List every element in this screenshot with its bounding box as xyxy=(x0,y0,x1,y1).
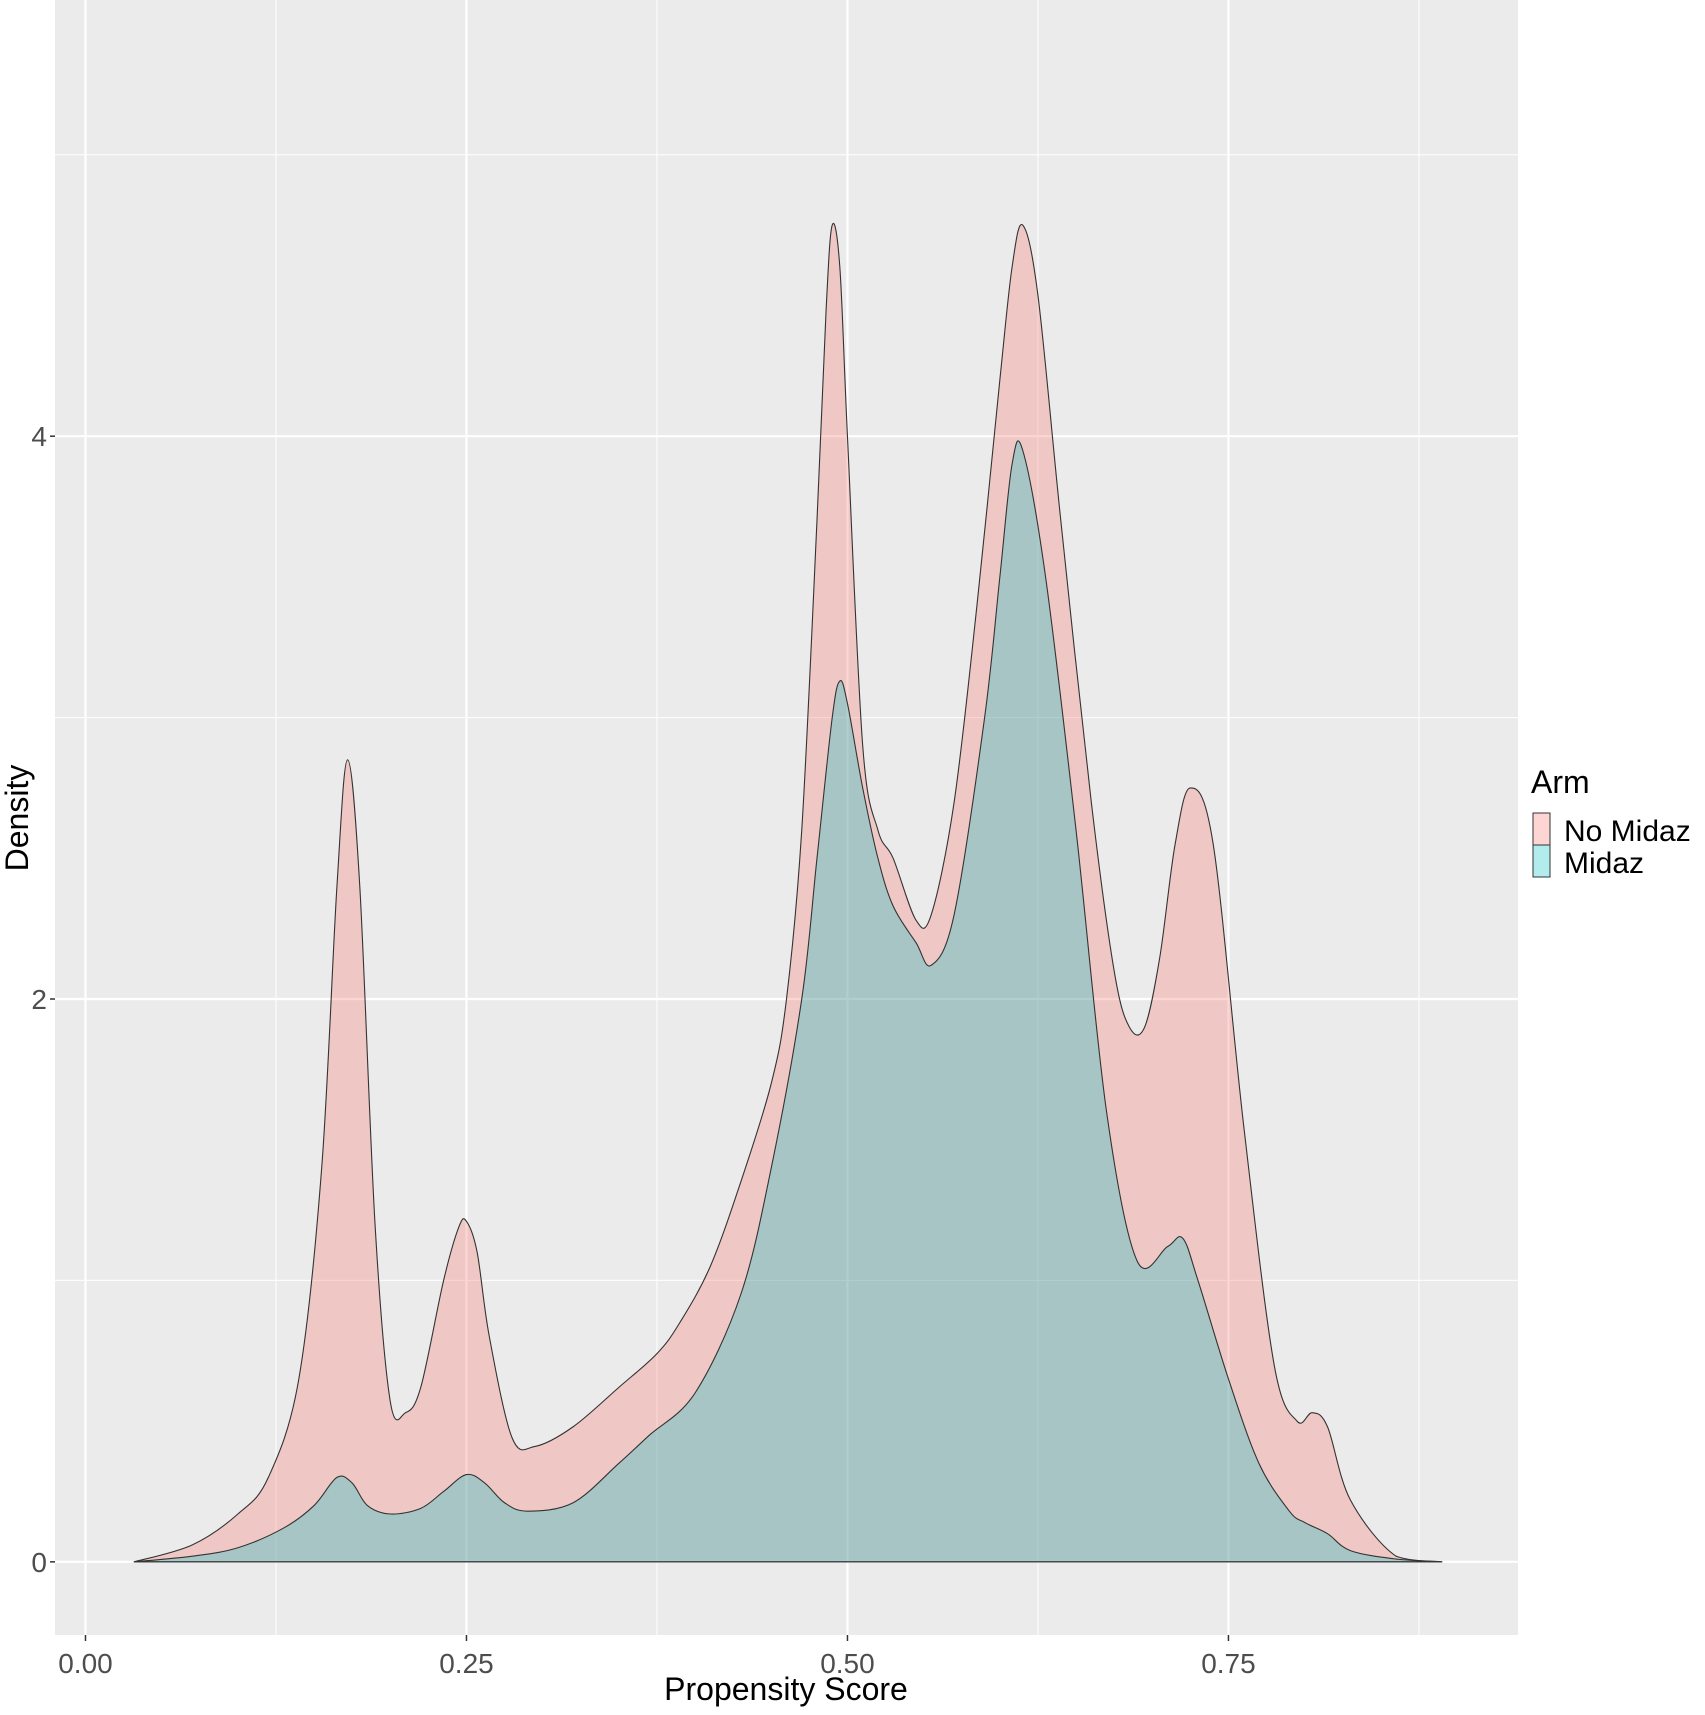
legend-key-midaz xyxy=(1532,844,1551,878)
legend-title: Arm xyxy=(1531,764,1590,800)
x-tick-label: 0.50 xyxy=(820,1648,875,1679)
y-axis-title: Density xyxy=(0,765,35,872)
density-area-no-midaz xyxy=(133,222,1443,1563)
axes: 0 2 4 0.00 0.25 0.50 0.75 xyxy=(31,421,1255,1679)
x-tick-label: 0.25 xyxy=(439,1648,494,1679)
legend: Arm No Midaz Midaz xyxy=(1531,764,1691,880)
legend-entry-no-midaz: No Midaz xyxy=(1532,812,1691,848)
x-tick-label: 0.00 xyxy=(58,1648,113,1679)
x-axis-title: Propensity Score xyxy=(664,1671,908,1707)
density-area-midaz xyxy=(133,440,1443,1563)
legend-key-no-midaz xyxy=(1532,812,1551,846)
legend-entry-midaz: Midaz xyxy=(1532,844,1644,880)
y-tick-label: 0 xyxy=(31,1547,47,1578)
y-tick-label: 4 xyxy=(31,421,47,452)
legend-label-midaz: Midaz xyxy=(1564,847,1644,880)
x-tick-label: 0.75 xyxy=(1201,1648,1256,1679)
legend-label-no-midaz: No Midaz xyxy=(1564,815,1691,848)
y-tick-label: 2 xyxy=(31,984,47,1015)
density-areas xyxy=(133,222,1443,1563)
